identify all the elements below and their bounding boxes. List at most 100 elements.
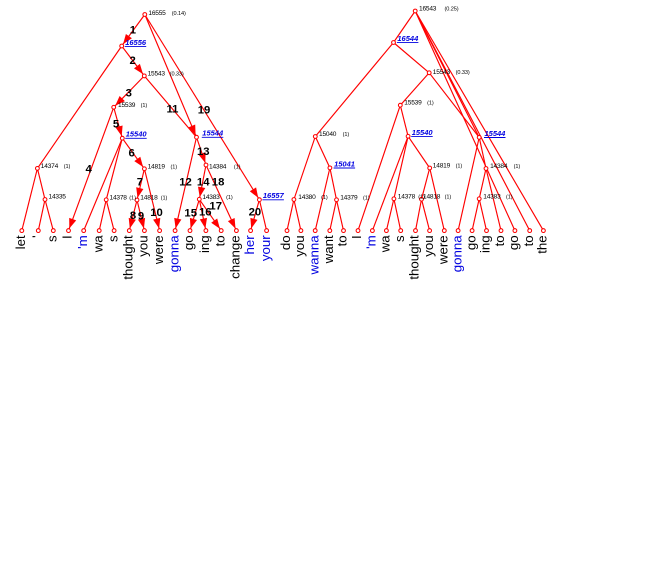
svg-text:15543: 15543 — [433, 69, 451, 76]
svg-text:15544: 15544 — [485, 129, 507, 138]
svg-text:3: 3 — [126, 88, 132, 100]
svg-text:(0.25): (0.25) — [445, 7, 459, 13]
svg-text:to: to — [521, 235, 536, 246]
svg-text:4: 4 — [85, 163, 92, 175]
svg-text:7: 7 — [137, 177, 143, 189]
svg-text:want: want — [321, 235, 336, 264]
svg-text:(1): (1) — [445, 195, 452, 201]
svg-text:(1): (1) — [514, 164, 521, 170]
svg-text:14819: 14819 — [433, 163, 451, 170]
svg-text:'m: 'm — [364, 235, 379, 249]
svg-text:14374: 14374 — [41, 163, 59, 170]
svg-text:16: 16 — [199, 206, 212, 218]
svg-text:were: were — [151, 235, 166, 265]
svg-text:(1): (1) — [456, 164, 463, 170]
svg-text:(1): (1) — [427, 101, 434, 107]
svg-text:you: you — [292, 235, 307, 256]
svg-text:wanna: wanna — [306, 235, 321, 276]
svg-text:12: 12 — [179, 177, 192, 189]
svg-text:were: were — [436, 235, 451, 265]
svg-text:go: go — [181, 235, 196, 250]
svg-text:15543: 15543 — [148, 70, 166, 77]
svg-text:15544: 15544 — [202, 129, 224, 138]
svg-text:(1): (1) — [506, 194, 513, 200]
svg-text:thought: thought — [121, 235, 136, 280]
svg-text:14384: 14384 — [209, 164, 227, 171]
svg-text:15040: 15040 — [319, 131, 337, 138]
svg-text:15540: 15540 — [126, 130, 148, 139]
svg-text:14818: 14818 — [423, 194, 441, 201]
svg-text:(1): (1) — [161, 196, 168, 202]
svg-text:you: you — [421, 235, 436, 256]
svg-text:(1): (1) — [141, 103, 148, 109]
svg-text:15539: 15539 — [404, 100, 422, 107]
svg-text:let: let — [13, 235, 28, 249]
svg-text:gonna: gonna — [449, 235, 464, 273]
svg-text:her: her — [242, 235, 257, 255]
svg-text:14335: 14335 — [49, 194, 67, 201]
svg-text:thought: thought — [407, 235, 422, 280]
svg-text:ing: ing — [478, 235, 493, 253]
svg-text:wa: wa — [378, 235, 393, 254]
svg-text:s: s — [392, 235, 407, 242]
svg-text:do: do — [278, 235, 293, 250]
svg-text:10: 10 — [150, 207, 163, 219]
svg-text:14378: 14378 — [398, 193, 416, 200]
svg-text:18: 18 — [212, 177, 225, 189]
svg-text:14384: 14384 — [490, 163, 508, 170]
svg-text:go: go — [506, 235, 521, 250]
svg-text:gonna: gonna — [166, 235, 181, 273]
svg-text:'m: 'm — [75, 235, 90, 249]
svg-text:8: 8 — [130, 210, 136, 222]
svg-text:15: 15 — [184, 207, 197, 219]
svg-text:13: 13 — [197, 146, 210, 158]
svg-text:(1): (1) — [129, 195, 136, 201]
svg-text:(1): (1) — [418, 194, 425, 200]
svg-text:15539: 15539 — [118, 102, 136, 109]
svg-text:(1): (1) — [64, 164, 71, 170]
svg-text:I: I — [60, 235, 75, 239]
svg-text:(1): (1) — [234, 165, 241, 171]
svg-text:(1): (1) — [343, 132, 350, 138]
svg-text:the: the — [535, 235, 550, 254]
svg-text:15540: 15540 — [412, 128, 434, 137]
svg-text:s: s — [45, 235, 60, 242]
svg-text:20: 20 — [249, 206, 262, 218]
svg-text:14378: 14378 — [110, 194, 128, 201]
svg-text:14380: 14380 — [298, 194, 316, 201]
svg-text:go: go — [463, 235, 478, 250]
svg-text:16555: 16555 — [148, 10, 166, 17]
svg-text:16543: 16543 — [419, 6, 437, 13]
svg-text:14818: 14818 — [140, 195, 158, 202]
svg-text:16557: 16557 — [263, 191, 285, 200]
svg-text:change: change — [228, 235, 243, 279]
svg-text:to: to — [212, 235, 227, 246]
svg-text:1: 1 — [130, 25, 136, 37]
svg-text:16556: 16556 — [125, 38, 147, 47]
svg-text:(0.14): (0.14) — [172, 11, 186, 17]
svg-text:19: 19 — [198, 105, 211, 117]
svg-text:(1): (1) — [171, 164, 178, 170]
svg-text:14819: 14819 — [148, 163, 166, 170]
svg-text:wa: wa — [90, 235, 105, 254]
svg-text:11: 11 — [167, 104, 179, 116]
svg-text:15041: 15041 — [334, 159, 355, 168]
svg-text:': ' — [30, 235, 45, 238]
svg-text:you: you — [136, 235, 151, 256]
svg-text:(0.33): (0.33) — [456, 70, 470, 76]
svg-text:14383: 14383 — [202, 194, 220, 201]
svg-text:I: I — [349, 235, 364, 239]
svg-text:s: s — [105, 235, 120, 242]
svg-text:to: to — [492, 235, 507, 246]
svg-text:17: 17 — [209, 201, 222, 213]
svg-text:6: 6 — [128, 147, 134, 159]
svg-text:your: your — [258, 235, 273, 261]
svg-text:14: 14 — [197, 177, 210, 189]
svg-text:(1): (1) — [226, 195, 233, 201]
svg-text:2: 2 — [129, 55, 135, 67]
svg-text:ing: ing — [197, 235, 212, 253]
svg-text:to: to — [335, 235, 350, 246]
svg-text:(0.33): (0.33) — [170, 71, 184, 77]
svg-text:5: 5 — [113, 119, 119, 131]
svg-text:14379: 14379 — [340, 194, 358, 201]
